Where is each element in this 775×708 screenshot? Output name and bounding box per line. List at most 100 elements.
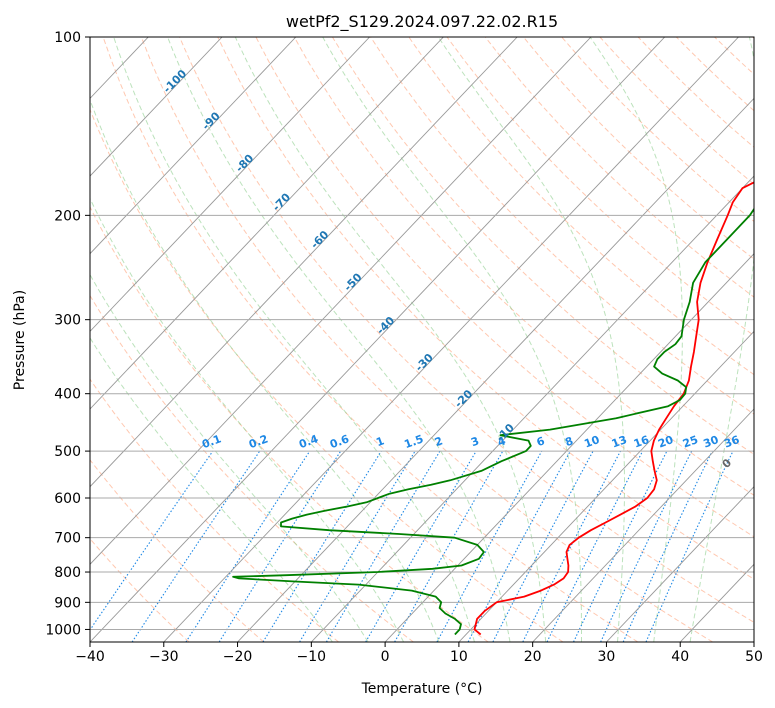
mixing-ratio-label: 30 [702,433,721,451]
isotherm [90,37,592,565]
mixing-ratio-label: 6 [535,434,547,449]
x-axis-label: Temperature (°C) [361,681,483,697]
dewpoint-line [232,207,754,636]
isotherm [532,408,754,642]
dry-adiabat [217,37,754,580]
mixing-ratio-line [218,450,342,642]
x-tick-label: −10 [297,649,327,665]
x-tick-label: 20 [524,649,542,665]
isotherm [90,37,223,177]
isotherm-label: -100 [161,67,190,96]
mixing-ratio-label: 25 [681,433,700,450]
isotherm [90,37,297,255]
mixing-ratio-label: 2 [433,434,445,449]
mixing-ratio-line [185,450,311,642]
x-tick-label: 50 [745,649,763,665]
mixing-ratio-line [573,450,668,642]
y-axis-ticks: 100 200 300 400 500 600 700 800 900 1000 [45,30,90,638]
mixing-ratio-label: 13 [610,433,629,450]
dry-adiabat [90,378,339,642]
y-tick-label: 200 [54,208,81,224]
isotherm [90,37,370,333]
isotherm [90,37,444,410]
mixing-ratio-label: 20 [656,433,675,451]
isotherm-label: -90 [200,109,223,132]
plot-frame [89,36,755,643]
isotherm [679,563,754,642]
chart-title: wetPf2_S129.2024.097.22.02.R15 [286,12,558,32]
dry-adiabat [370,37,754,415]
x-axis-ticks: −40 −30 −20 −10 0 10 20 30 40 50 [75,642,763,665]
moist-adiabat [90,197,405,642]
dry-adiabat [179,37,754,623]
y-tick-label: 600 [54,491,81,507]
isotherm-label: -50 [341,270,364,293]
mixing-ratio-label: 16 [632,433,651,451]
mixing-ratio-label: 1 [374,434,386,449]
mixing-ratio-label: 36 [722,433,741,451]
isotherm-label: -20 [452,387,475,410]
y-axis-label: Pressure (hPa) [12,290,28,390]
mixing-ratio-line [546,450,644,642]
mixing-ratio-line [645,450,734,642]
isotherm [606,486,754,642]
y-tick-label: 300 [54,313,81,329]
moist-adiabat [113,37,475,642]
y-tick-label: 100 [54,30,81,46]
mixing-ratio-line [436,450,543,642]
isotherm [753,641,754,642]
dry-adiabat [90,205,489,642]
mixing-ratio-label: 4 [496,434,508,449]
isotherm [237,97,754,642]
x-tick-label: 0 [381,649,390,665]
mixing-ratio-label: 0.2 [247,432,270,451]
mixing-ratio-label: 0.6 [328,432,351,451]
mixing-ratio-line [299,450,416,642]
isotherm-label: -40 [374,314,397,337]
dry-adiabat [408,37,754,376]
dry-adiabat [90,537,190,642]
dry-adiabat [599,37,754,185]
x-tick-label: −40 [75,649,105,665]
isotherms [90,37,754,642]
isotherm [384,253,754,642]
isotherm [458,330,754,642]
moist-adiabat [90,273,369,642]
mixing-ratio-line [467,450,571,642]
moist-adiabat [322,37,582,642]
adiabat-label: 0 [720,456,735,471]
isotherm [90,37,666,642]
isotherm-label: -80 [233,151,256,174]
mixing-ratio-label: 1.5 [403,432,426,451]
moist-adiabat [437,37,625,642]
dry-adiabat [752,37,754,39]
isotherm-label: -70 [270,190,293,213]
mixing-ratio-line [131,450,261,642]
mixing-ratio-line [522,450,621,642]
mixing-ratio-label: 0.1 [200,432,223,451]
mixing-ratio-label: 10 [582,433,601,451]
x-tick-label: 10 [450,649,468,665]
plot-area: 0.1 0.2 0.4 0.6 1 1.5 2 3 4 6 8 10 13 16 20 25 30 36-100-… [90,37,775,642]
x-tick-label: 30 [598,649,616,665]
adiabat-label: 10 [760,490,775,510]
y-tick-label: 700 [54,531,81,547]
mixing-ratio-label: 0.4 [297,432,320,451]
mixing-ratio-label: 3 [469,434,481,449]
x-tick-label: −30 [149,649,179,665]
dry-adiabat [331,37,754,455]
y-tick-label: 1000 [45,622,81,638]
mixing-ratio-line [90,450,214,631]
dry-adiabat [523,37,754,260]
moist-adiabat [90,337,333,642]
dry-adiabat [140,37,713,642]
moist-adiabat [234,37,547,642]
moist-adiabat [167,37,511,642]
moist-adiabat [689,37,754,642]
dry-adiabat [484,37,754,298]
mixing-ratio-line [394,450,504,642]
moist-adiabat [90,98,440,642]
x-tick-label: −20 [223,649,253,665]
isotherm [163,37,739,642]
